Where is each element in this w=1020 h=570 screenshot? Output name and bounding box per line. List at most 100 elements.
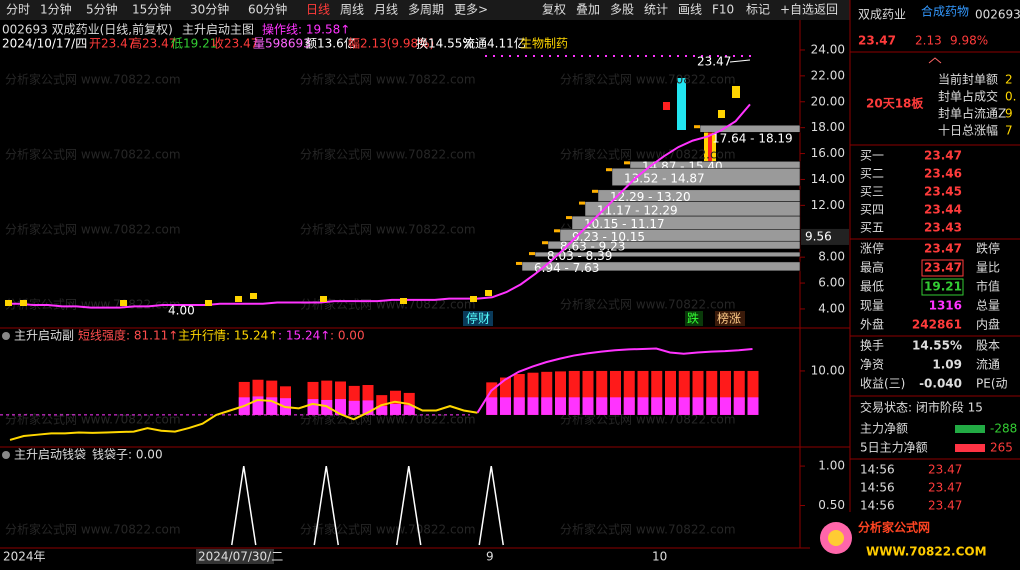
candle <box>235 296 242 302</box>
stock-name: 双成药业 <box>858 8 906 22</box>
tick-price: 23.47 <box>928 499 962 513</box>
bid-price: 23.46 <box>924 167 962 181</box>
tool-button[interactable]: 复权 <box>542 3 566 17</box>
bar <box>568 397 580 415</box>
stat-label: 最高 <box>860 260 884 275</box>
quote-field: 2024/10/17/四 <box>2 37 87 51</box>
date-box <box>196 549 274 564</box>
chip-tip <box>624 161 630 165</box>
chip-tip <box>579 201 585 205</box>
indicator-value: 主升行情: 15.24↑ <box>178 329 278 343</box>
chip-tip <box>554 229 560 233</box>
period-tab[interactable]: 30分钟 <box>190 2 229 17</box>
period-tab[interactable]: 更多> <box>454 3 488 17</box>
period-tab[interactable]: 周线 <box>340 3 364 17</box>
quote-field: 流通4.11亿 <box>463 36 526 51</box>
tool-button[interactable]: 标记 <box>746 3 770 17</box>
spike <box>231 465 257 546</box>
period-tab[interactable]: 1分钟 <box>40 2 72 17</box>
spike <box>313 465 339 546</box>
bar <box>348 400 360 415</box>
tick-time: 14:56 <box>860 481 895 495</box>
tool-button[interactable]: 画线 <box>678 3 702 17</box>
chip-tip <box>606 168 612 172</box>
bid-label: 买一 <box>860 149 884 163</box>
seal-value: 9 <box>1005 107 1013 121</box>
seal-label: 封单占成交 <box>938 89 998 104</box>
watermark: 分析家公式网 www.70822.com <box>300 72 476 87</box>
stat-value: 14.55% <box>912 339 962 353</box>
period-tab[interactable]: 60分钟 <box>248 2 287 17</box>
bar <box>390 390 401 415</box>
y-tick-label: 4.00 <box>818 301 845 315</box>
bar <box>403 405 415 415</box>
watermark: 分析家公式网 www.70822.com <box>300 522 476 537</box>
spike <box>478 465 504 546</box>
chip-bar <box>521 261 801 272</box>
period-tab[interactable]: 分时 <box>6 3 30 17</box>
watermark: 分析家公式网 www.70822.com <box>5 72 181 87</box>
bar <box>610 397 621 415</box>
flow-bar <box>955 444 985 452</box>
ma-line <box>5 103 751 309</box>
chip-tip <box>566 216 572 220</box>
chip-label: 17.64 - 18.19 <box>712 131 793 145</box>
y-tick-label: 20.00 <box>811 94 845 108</box>
bid-price: 23.47 <box>924 149 962 163</box>
bar <box>596 397 608 415</box>
bar <box>678 397 690 415</box>
icon <box>2 332 10 340</box>
chip-tip <box>694 125 700 129</box>
x-tick-label: 2024年 <box>3 550 46 564</box>
indicator-value: 钱袋子: 0.00 <box>92 447 163 462</box>
bar <box>623 370 635 415</box>
stat-value: 1.09 <box>932 358 962 372</box>
stat-value: 1316 <box>929 299 962 313</box>
stat-label: 净资 <box>860 358 884 372</box>
period-tab[interactable]: 多周期 <box>408 3 444 17</box>
quote-field: 量598693 <box>253 37 311 51</box>
bar <box>747 370 759 415</box>
bar <box>541 371 553 415</box>
collapse-icon <box>928 57 942 64</box>
candle <box>320 296 327 302</box>
x-tick-label: 2024/07/30/二 <box>198 550 283 564</box>
y-tick-label: 22.00 <box>811 68 845 82</box>
bar <box>555 371 566 415</box>
tool-button[interactable]: F10 <box>712 3 734 17</box>
period-tab[interactable]: 15分钟 <box>132 2 171 17</box>
stat-label: 流通 <box>976 358 1000 372</box>
tag: 跌 <box>687 311 699 326</box>
chip-tip <box>542 241 548 245</box>
quote-field: 高23.47 <box>130 36 176 51</box>
indicator-value: : 0.00 <box>330 329 365 343</box>
tool-button[interactable]: +自选 <box>780 3 814 17</box>
bar <box>266 397 278 415</box>
period-tab[interactable]: 5分钟 <box>86 2 118 17</box>
line-value: 操作线: 19.58↑ <box>262 22 350 37</box>
seal-label: 封单占流通Z <box>938 106 1006 121</box>
bid-price: 23.43 <box>924 221 962 235</box>
y-tick-label: 10.00 <box>811 363 845 377</box>
period-tab[interactable]: 月线 <box>374 3 398 17</box>
candle <box>708 130 712 162</box>
period-tab[interactable]: 日线 <box>306 3 330 17</box>
bar <box>678 370 690 415</box>
watermark: 分析家公式网 www.70822.com <box>5 412 181 427</box>
tool-button[interactable]: 叠加 <box>576 3 600 17</box>
bar <box>665 370 676 415</box>
trend-line <box>476 347 753 414</box>
chip-label: 9.23 - 10.15 <box>572 230 645 244</box>
arrow <box>729 59 751 63</box>
tool-button[interactable]: 多股 <box>610 3 634 17</box>
tool-button[interactable]: 返回 <box>814 3 838 17</box>
tool-button[interactable]: 统计 <box>644 3 668 17</box>
candle <box>205 300 212 306</box>
bar <box>348 385 360 415</box>
stat-value: 19.21 <box>924 280 962 294</box>
bid-label: 买二 <box>860 167 884 181</box>
stat-label: 收益(三) <box>860 377 905 391</box>
stat-label: 量比 <box>976 261 1000 275</box>
yellow-line <box>9 398 478 441</box>
